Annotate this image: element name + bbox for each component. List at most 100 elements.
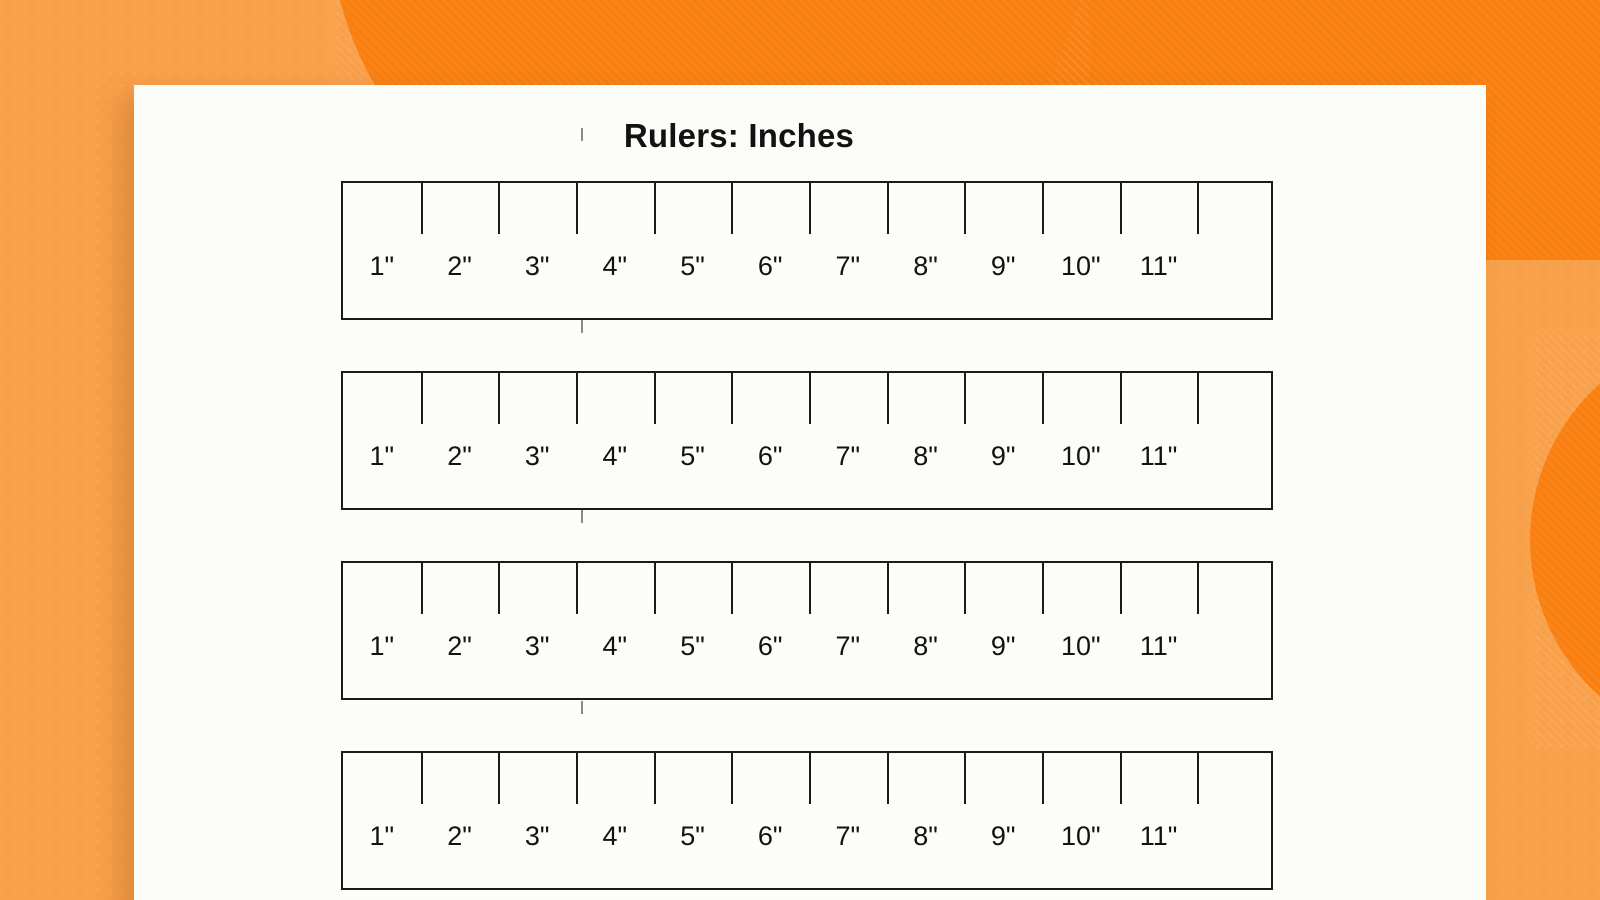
ruler-tick-11 — [1197, 563, 1200, 614]
ruler-tick-2 — [498, 563, 501, 614]
inch-label-4: 4" — [602, 821, 628, 851]
ruler-2: 1" 2" 3" 4" 5" 6" 7" 8" 9" 10" 11" — [341, 371, 1273, 510]
ruler-tick-6 — [809, 563, 811, 614]
ruler-tick-3 — [576, 753, 578, 804]
registration-mark-3 — [581, 510, 583, 523]
ruler-tick-8 — [964, 183, 967, 234]
registration-mark-1 — [581, 128, 583, 141]
inch-label-2: 2" — [447, 251, 472, 281]
ruler-tick-9 — [1042, 183, 1044, 234]
inch-label-2: 2" — [447, 441, 472, 471]
stripe-texture — [1530, 330, 1600, 750]
inch-label-11: 11" — [1139, 251, 1178, 281]
inch-label-7: 7" — [835, 631, 861, 661]
ruler-tick-8 — [964, 563, 967, 614]
inch-label-10: 10" — [1061, 821, 1101, 851]
ruler-tick-1 — [420, 753, 423, 804]
ruler-tick-11 — [1197, 183, 1200, 234]
inch-label-10: 10" — [1061, 441, 1101, 471]
ruler-tick-6 — [809, 753, 811, 804]
inch-label-6: 6" — [757, 251, 783, 281]
inch-label-8: 8" — [913, 251, 938, 281]
inch-label-9: 9" — [990, 441, 1016, 471]
ruler-tick-5 — [731, 753, 734, 804]
ruler-tick-11 — [1197, 373, 1200, 424]
inch-label-9: 9" — [990, 631, 1016, 661]
ruler-tick-3 — [576, 563, 578, 614]
ruler-tick-5 — [731, 373, 734, 424]
ruler-tick-6 — [809, 373, 811, 424]
ruler-tick-7 — [886, 373, 889, 424]
ruler-tick-10 — [1119, 563, 1122, 614]
ruler-tick-9 — [1042, 563, 1044, 614]
inch-label-11: 11" — [1139, 821, 1178, 851]
inch-label-1: 1" — [369, 821, 395, 851]
inch-label-2: 2" — [447, 821, 472, 851]
ruler-tick-7 — [886, 753, 889, 804]
ruler-tick-4 — [653, 373, 656, 424]
ruler-tick-7 — [886, 563, 889, 614]
inch-label-5: 5" — [680, 821, 705, 851]
ruler-tick-1 — [420, 183, 423, 234]
inch-label-9: 9" — [990, 251, 1016, 281]
inch-label-7: 7" — [835, 251, 861, 281]
ruler-tick-9 — [1042, 373, 1044, 424]
ruler-tick-7 — [886, 183, 889, 234]
ruler-tick-4 — [653, 753, 656, 804]
inch-label-4: 4" — [602, 441, 628, 471]
inch-label-6: 6" — [757, 631, 783, 661]
inch-label-7: 7" — [835, 821, 861, 851]
inch-label-11: 11" — [1139, 631, 1178, 661]
inch-label-10: 10" — [1061, 251, 1101, 281]
ruler-tick-1 — [420, 563, 423, 614]
inch-label-4: 4" — [602, 631, 628, 661]
inch-label-6: 6" — [757, 821, 783, 851]
ruler-tick-5 — [731, 563, 734, 614]
inch-label-10: 10" — [1061, 631, 1101, 661]
inch-label-5: 5" — [680, 631, 705, 661]
inch-label-5: 5" — [680, 251, 705, 281]
inch-label-1: 1" — [369, 631, 395, 661]
inch-label-6: 6" — [757, 441, 783, 471]
ruler-tick-3 — [576, 373, 578, 424]
inch-label-4: 4" — [602, 251, 628, 281]
ruler-tick-8 — [964, 753, 967, 804]
ruler-1: 1" 2" 3" 4" 5" 6" 7" 8" 9" 10" 11" — [341, 181, 1273, 320]
ruler-tick-10 — [1119, 753, 1122, 804]
ruler-4: 1" 2" 3" 4" 5" 6" 7" 8" 9" 10" 11" — [341, 751, 1273, 890]
ruler-tick-4 — [653, 183, 656, 234]
inch-label-1: 1" — [369, 441, 395, 471]
inch-label-5: 5" — [680, 441, 705, 471]
inch-label-8: 8" — [913, 821, 938, 851]
registration-mark-2 — [581, 320, 583, 333]
ruler-tick-4 — [653, 563, 656, 614]
inch-label-3: 3" — [524, 631, 550, 661]
inch-label-8: 8" — [913, 631, 938, 661]
inch-label-1: 1" — [369, 251, 395, 281]
ruler-tick-6 — [809, 183, 811, 234]
inch-label-11: 11" — [1139, 441, 1178, 471]
ruler-3: 1" 2" 3" 4" 5" 6" 7" 8" 9" 10" 11" — [341, 561, 1273, 700]
ruler-tick-11 — [1197, 753, 1200, 804]
inch-label-7: 7" — [835, 441, 861, 471]
registration-mark-4 — [581, 701, 583, 714]
background-orange-circle-right — [1530, 330, 1600, 750]
ruler-tick-9 — [1042, 753, 1044, 804]
page-title: Rulers: Inches — [623, 117, 855, 154]
ruler-tick-8 — [964, 373, 967, 424]
ruler-tick-2 — [498, 183, 501, 234]
ruler-tick-2 — [498, 753, 501, 804]
inch-label-2: 2" — [447, 631, 472, 661]
ruler-tick-2 — [498, 373, 501, 424]
ruler-tick-3 — [576, 183, 578, 234]
ruler-tick-1 — [420, 373, 423, 424]
inch-label-3: 3" — [524, 821, 550, 851]
ruler-tick-10 — [1119, 373, 1122, 424]
worksheet-page: Rulers: Inches 1" 2" 3" 4" 5" 6" 7" 8" 9" 10" 11" 1… — [134, 85, 1486, 900]
ruler-tick-10 — [1119, 183, 1122, 234]
inch-label-8: 8" — [913, 441, 938, 471]
inch-label-3: 3" — [524, 441, 550, 471]
inch-label-3: 3" — [524, 251, 550, 281]
inch-label-9: 9" — [990, 821, 1016, 851]
